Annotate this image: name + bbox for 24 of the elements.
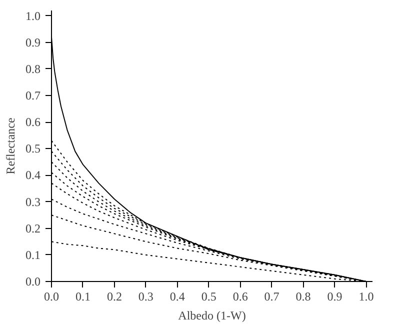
x-tick-label: 1.0 (358, 290, 374, 304)
x-tick-label: 0.6 (232, 290, 248, 304)
y-axis-title: Reflectance (4, 118, 18, 174)
x-axis-title: Albedo (1-W) (178, 308, 246, 322)
y-tick-label: 0.9 (26, 35, 40, 50)
y-tick-label: 0.1 (26, 248, 40, 262)
x-tick-label: 0.9 (327, 290, 342, 304)
y-tick-label: 0.0 (26, 274, 40, 288)
y-tick-label: 0.7 (26, 88, 40, 103)
y-tick-label: 0.8 (26, 62, 40, 76)
x-tick-label: 0.1 (75, 290, 90, 304)
x-tick-label: 0.5 (201, 290, 216, 304)
x-tick-label: 0.4 (170, 290, 185, 304)
y-tick-label: 1.0 (26, 8, 40, 23)
y-tick-label: 0.2 (26, 221, 40, 236)
x-tick-label: 0.8 (296, 290, 311, 304)
y-tick-label: 0.6 (26, 115, 40, 130)
x-tick-label: 0.3 (138, 290, 154, 304)
y-tick-label: 0.4 (26, 168, 40, 182)
y-tick-label: 0.3 (26, 194, 40, 209)
x-tick-label: 0.7 (264, 290, 280, 304)
y-tick-label: 0.5 (26, 142, 40, 156)
x-tick-label: 0.2 (106, 290, 122, 304)
x-tick-label: 0.0 (44, 290, 59, 304)
